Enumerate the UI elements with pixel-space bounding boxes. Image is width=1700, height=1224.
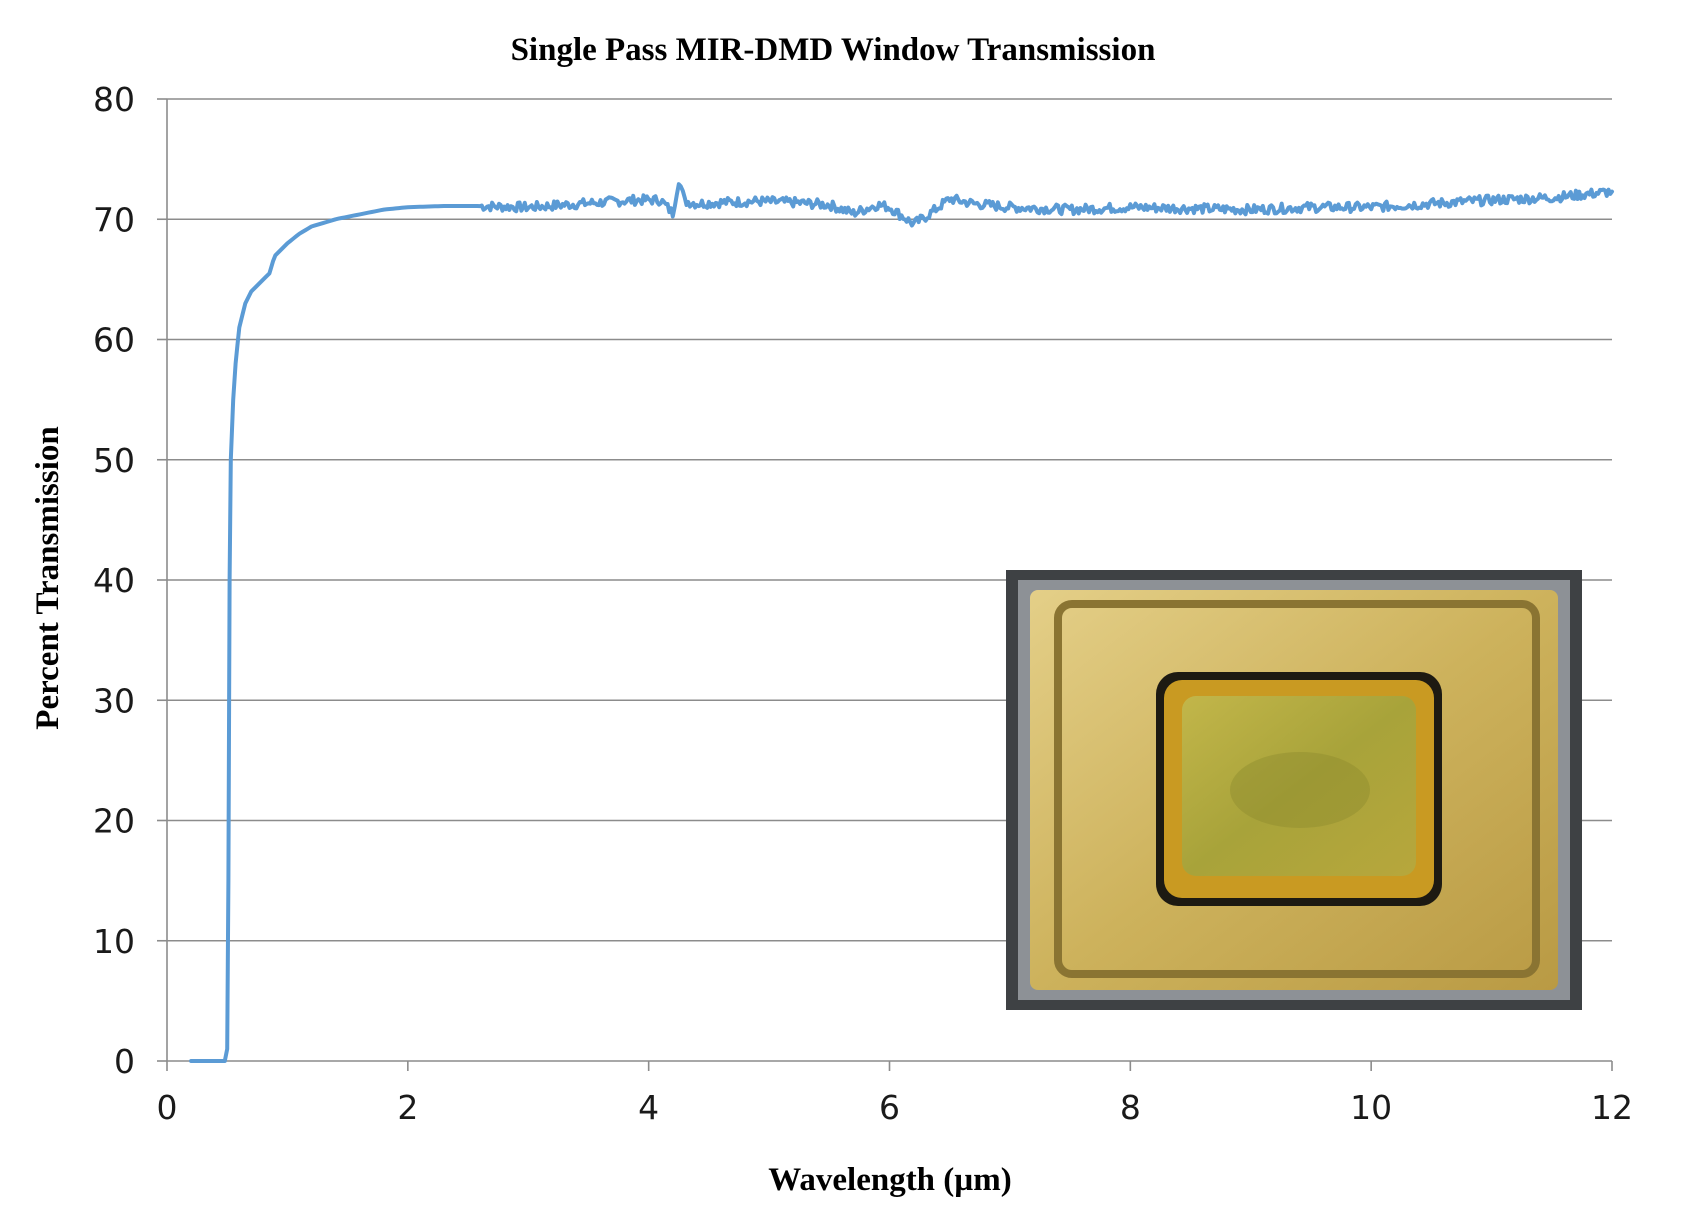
series-layer bbox=[189, 182, 1614, 1063]
y-tick-label: 0 bbox=[114, 1042, 135, 1081]
chart-title: Single Pass MIR-DMD Window Transmission bbox=[511, 32, 1156, 68]
axes bbox=[166, 99, 1613, 1071]
x-tick-label: 12 bbox=[1591, 1088, 1633, 1127]
y-tick-label: 50 bbox=[93, 441, 135, 480]
y-tick-label: 60 bbox=[93, 321, 135, 360]
y-axis-label: Percent Transmission bbox=[30, 426, 66, 729]
inset-window-smudge bbox=[1230, 752, 1370, 828]
inset-gold-recess bbox=[1054, 600, 1540, 978]
y-tick-label: 40 bbox=[93, 561, 135, 600]
series-line-transmission bbox=[189, 182, 1614, 1063]
x-tick-label: 2 bbox=[397, 1088, 418, 1127]
y-tick-label: 70 bbox=[93, 200, 135, 239]
gridlines bbox=[157, 98, 1612, 1062]
x-axis-label: Wavelength (µm) bbox=[768, 1162, 1012, 1198]
x-tick-label: 0 bbox=[157, 1088, 178, 1127]
x-tick-label: 6 bbox=[879, 1088, 900, 1127]
x-tick-label: 10 bbox=[1350, 1088, 1392, 1127]
y-tick-label: 10 bbox=[93, 922, 135, 961]
inset-window-glass bbox=[1182, 696, 1416, 876]
y-tick-label: 30 bbox=[93, 681, 135, 720]
x-tick-label: 8 bbox=[1120, 1088, 1141, 1127]
inset-photo-dmd-window bbox=[1006, 570, 1582, 1010]
x-tick-label: 4 bbox=[638, 1088, 659, 1127]
y-tick-labels: 0 10 20 30 40 50 60 70 80 bbox=[93, 80, 135, 1081]
y-tick-label: 20 bbox=[93, 802, 135, 841]
x-tick-labels: 0 2 4 6 8 10 12 bbox=[157, 1088, 1634, 1127]
y-tick-label: 80 bbox=[93, 80, 135, 119]
